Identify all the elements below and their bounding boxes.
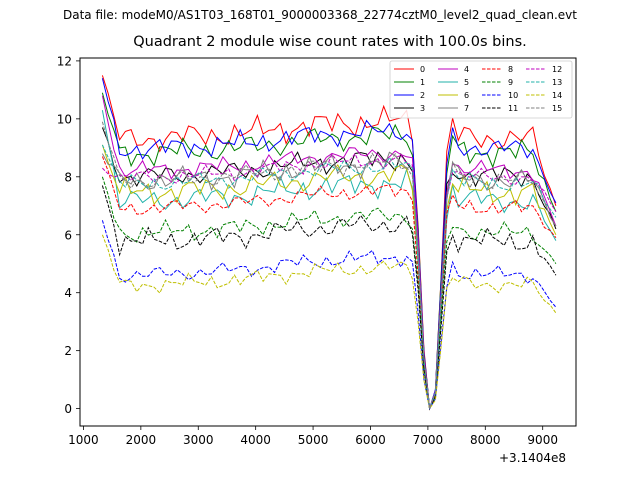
legend-label-4: 4 xyxy=(464,65,469,74)
legend-label-13: 13 xyxy=(552,78,562,87)
series-line-8 xyxy=(101,156,557,411)
legend-label-6: 6 xyxy=(464,91,469,100)
x-tick-label-7000: 7000 xyxy=(413,433,444,447)
chart-title: Quadrant 2 module wise count rates with … xyxy=(133,34,527,50)
x-tick-label-2000: 2000 xyxy=(126,433,157,447)
series-line-6 xyxy=(101,144,557,409)
x-tick-label-8000: 8000 xyxy=(470,433,501,447)
x-tick-label-1000: 1000 xyxy=(68,433,99,447)
legend-label-15: 15 xyxy=(552,104,562,113)
legend-label-10: 10 xyxy=(508,91,518,100)
x-axis-offset-label: +3.1404e8 xyxy=(499,451,567,465)
x-tick-label-9000: 9000 xyxy=(527,433,558,447)
series-line-2 xyxy=(101,78,557,409)
series-line-7 xyxy=(101,151,557,409)
y-tick-label-4: 4 xyxy=(64,286,72,300)
series-line-15 xyxy=(101,121,557,409)
series-line-14 xyxy=(101,234,557,410)
series-line-1 xyxy=(101,92,557,409)
y-tick-label-2: 2 xyxy=(64,344,72,358)
series-layer xyxy=(101,75,557,411)
x-tick-label-5000: 5000 xyxy=(298,433,329,447)
legend-label-3: 3 xyxy=(420,104,425,113)
legend-label-7: 7 xyxy=(464,104,469,113)
legend-label-1: 1 xyxy=(420,78,425,87)
legend-label-0: 0 xyxy=(420,65,425,74)
x-tick-label-4000: 4000 xyxy=(240,433,271,447)
legend-box xyxy=(389,60,573,119)
figure-suptitle: Data file: modeM0/AS1T03_168T01_90000033… xyxy=(63,8,577,22)
legend-label-12: 12 xyxy=(552,65,562,74)
series-line-12 xyxy=(102,152,557,409)
axes-layer: 1000 2000 3000 4000 5000 6000 7000 8000 9000 0 2 4 6… xyxy=(57,54,577,447)
series-lines xyxy=(101,75,557,411)
series-line-9 xyxy=(101,176,557,411)
series-line-4 xyxy=(101,95,557,409)
legend-label-11: 11 xyxy=(508,104,518,113)
legend-label-14: 14 xyxy=(552,91,562,100)
series-line-10 xyxy=(101,220,557,410)
y-tick-label-12: 12 xyxy=(57,54,72,68)
legend-label-9: 9 xyxy=(508,78,513,87)
plot-frame xyxy=(79,57,577,427)
x-tick-label-6000: 6000 xyxy=(355,433,386,447)
legend-label-5: 5 xyxy=(464,78,469,87)
x-tick-label-3000: 3000 xyxy=(183,433,214,447)
legend-label-2: 2 xyxy=(420,91,425,100)
legend-label-8: 8 xyxy=(508,65,513,74)
y-tick-label-0: 0 xyxy=(64,402,72,416)
series-line-11 xyxy=(101,185,557,411)
y-tick-label-6: 6 xyxy=(64,228,72,242)
series-line-0 xyxy=(101,75,557,409)
y-tick-label-8: 8 xyxy=(64,170,72,184)
y-tick-label-10: 10 xyxy=(57,112,72,126)
series-line-3 xyxy=(101,127,557,409)
